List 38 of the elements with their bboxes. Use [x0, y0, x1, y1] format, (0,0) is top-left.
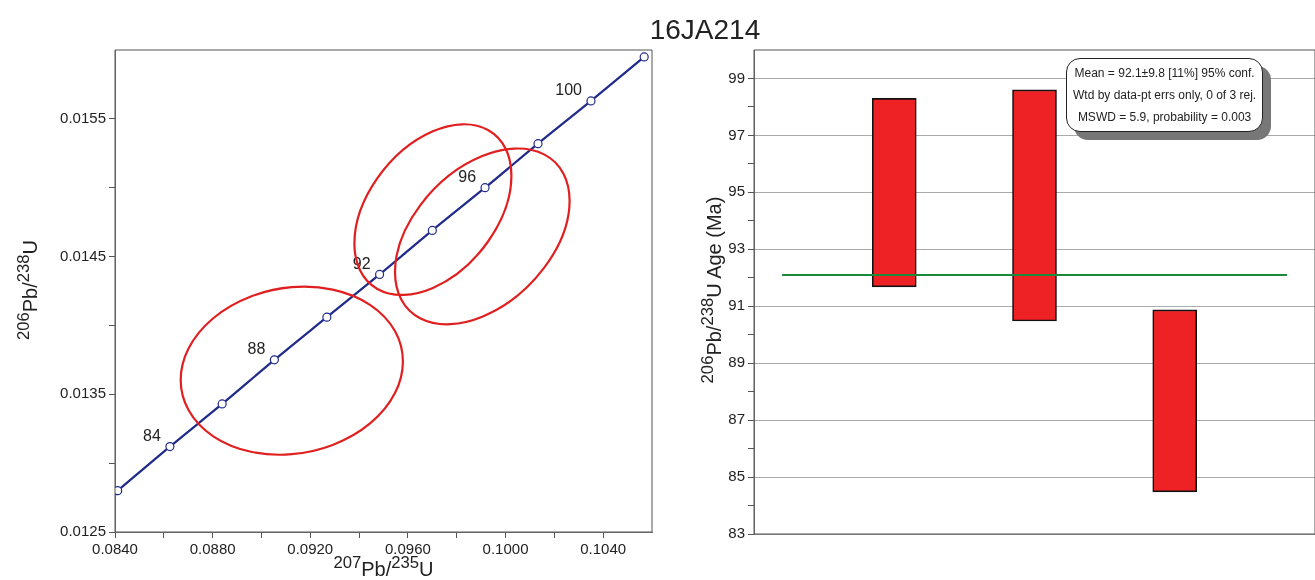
point [533, 139, 543, 149]
x-tick-label: 0.0880 [189, 540, 236, 558]
y-tick-label: 89 [728, 353, 745, 371]
y-tick-label: 99 [728, 68, 745, 86]
y-tick-label: 0.0135 [60, 384, 106, 402]
annotation: 100 [555, 81, 583, 99]
point [217, 399, 227, 409]
y-tick-label: 85 [728, 467, 745, 485]
point [269, 355, 279, 365]
point [480, 183, 490, 193]
point [427, 225, 437, 236]
y-tick-label: 93 [728, 239, 745, 257]
y-tick-label: 0.0145 [60, 246, 106, 264]
point [375, 269, 385, 280]
point [322, 312, 332, 322]
y-tick-label: 95 [728, 182, 745, 200]
point [639, 52, 649, 62]
x-axis-title: $^{207}$Pb/$^{235}$U [333, 553, 434, 580]
y-tick-label: 0.0155 [60, 109, 106, 126]
y-tick-label: 83 [728, 524, 745, 542]
annotation: Wtd by data-pt errs only, 0 of 3 rej. [1073, 87, 1257, 104]
x-tick-label: 0.0920 [287, 540, 334, 558]
point [586, 96, 596, 106]
y-tick-label: 97 [728, 125, 745, 143]
y-tick-label: 87 [728, 410, 745, 428]
annotation: 88 [247, 340, 266, 358]
chart-title: 16JA214 [648, 14, 762, 46]
annotation: 84 [143, 427, 162, 445]
x-tick-label: 0.1040 [580, 540, 627, 558]
annotation: MSWD = 5.9, probability = 0.003 [1076, 109, 1253, 126]
annotation: Mean = 92.1±9.8 [11%] 95% conf. [1073, 65, 1256, 82]
point [115, 486, 123, 496]
x-tick-label: 0.0840 [92, 540, 138, 558]
annotation: 96 [458, 168, 477, 186]
point [165, 442, 175, 452]
y-tick-label: 91 [728, 296, 745, 314]
y-tick-label: 0.0125 [60, 522, 106, 540]
x-tick-label: 0.1000 [482, 540, 529, 558]
